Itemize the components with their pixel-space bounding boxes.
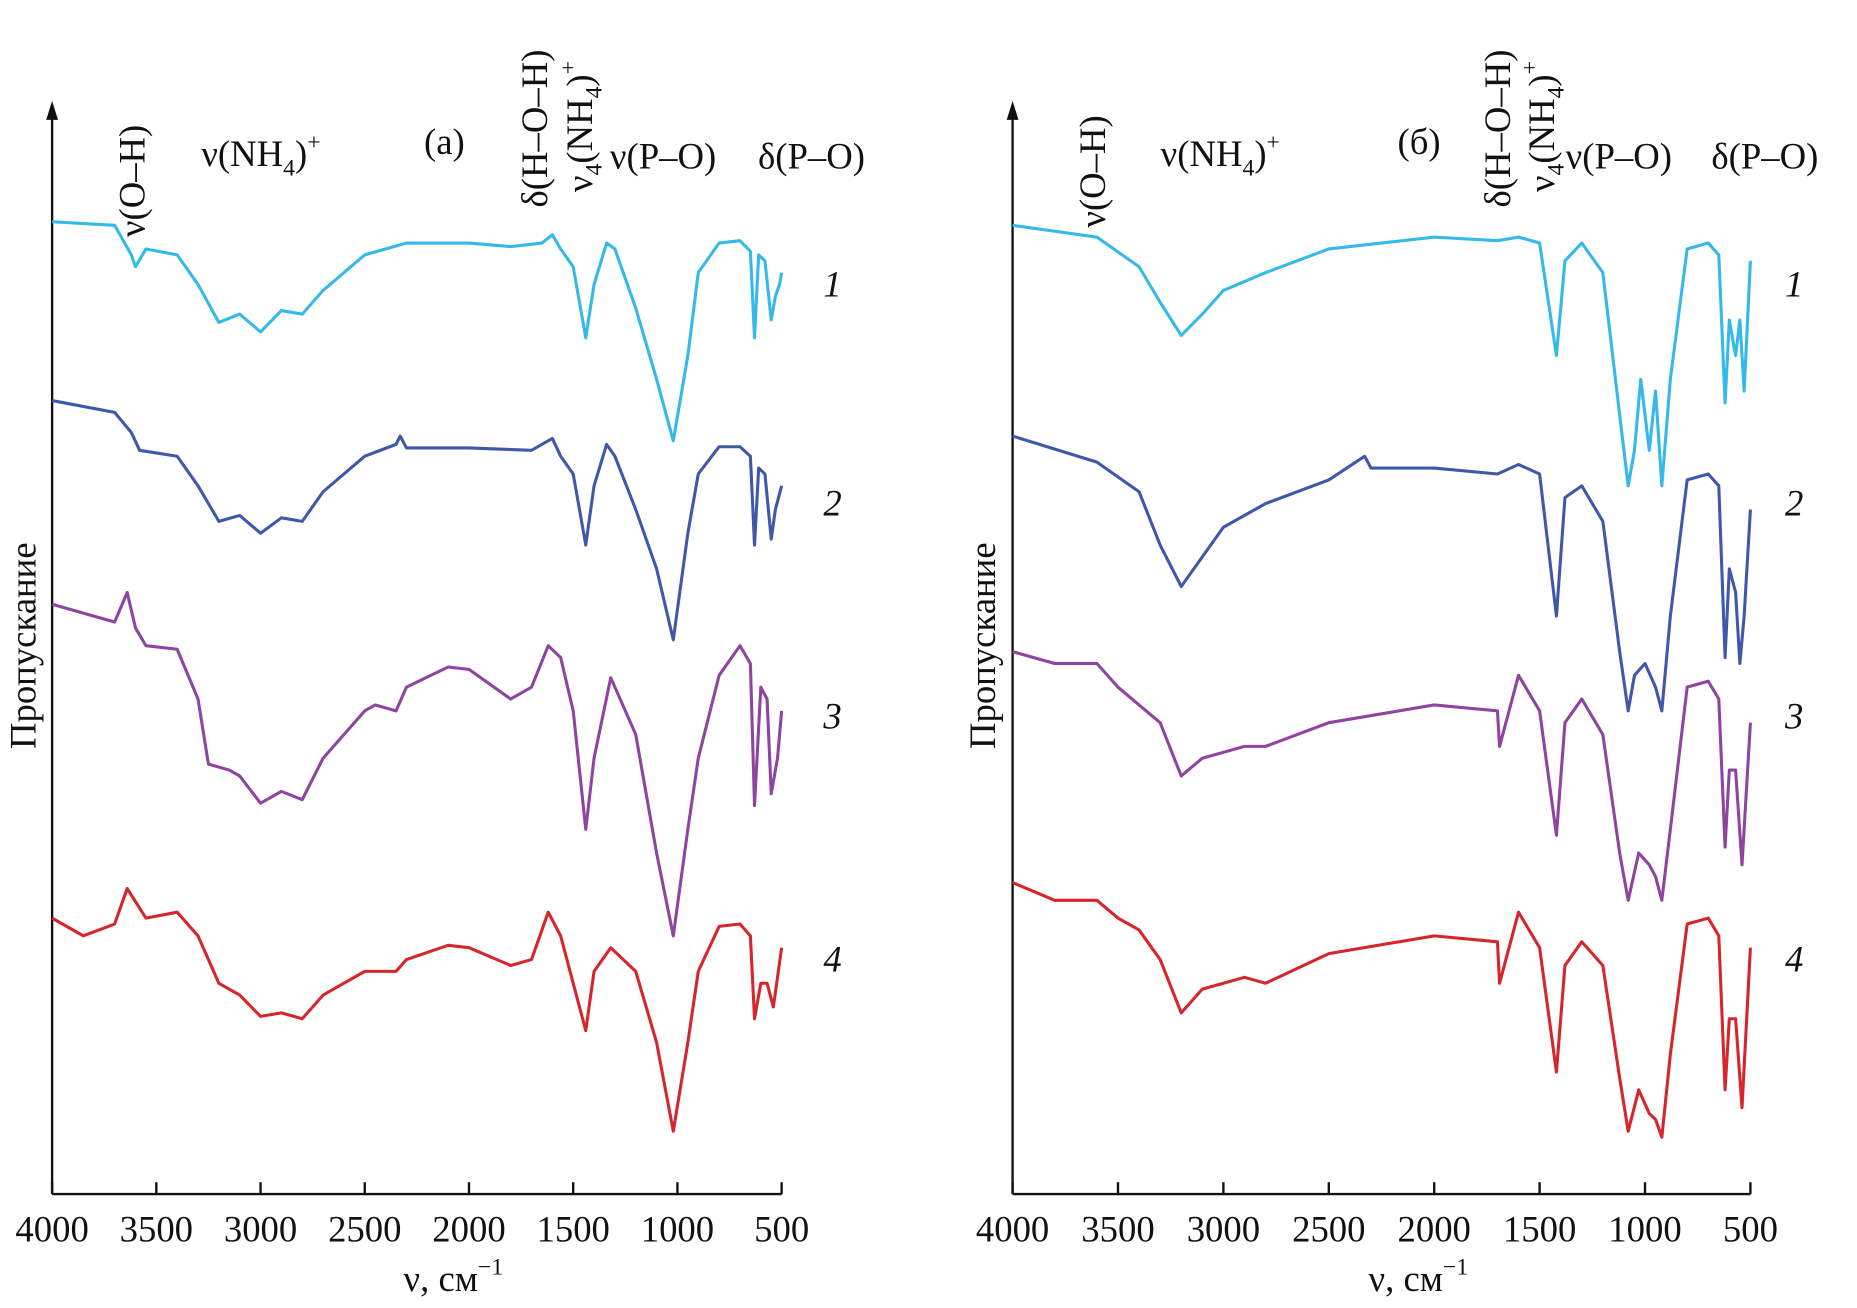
x-tick-label: 2000: [432, 1208, 505, 1249]
x-tick-label: 2000: [1397, 1208, 1470, 1249]
spectrum-curve-2: [51, 399, 784, 642]
x-tick-label: 500: [754, 1208, 809, 1249]
curve-label: 4: [1785, 938, 1803, 979]
x-tick-label: 1500: [1503, 1208, 1576, 1249]
spectrum-curve-1: [1012, 223, 1752, 488]
band-annotation: ν(NH4)+: [1161, 129, 1280, 181]
x-tick-label: 4000: [15, 1208, 88, 1249]
x-tick-label: 500: [1723, 1208, 1778, 1249]
spectrum-curve-3: [1012, 650, 1752, 902]
curve-label: 2: [1785, 482, 1803, 523]
band-annotation: ν(NH4)+: [201, 129, 320, 181]
x-tick-label: 1000: [641, 1208, 714, 1249]
panel-label: (б): [1397, 121, 1440, 162]
band-annotation: δ(H–O–H): [1477, 50, 1518, 208]
band-annotation: δ(H–O–H): [514, 50, 555, 208]
curve-label: 2: [823, 482, 841, 523]
x-tick-label: 1500: [537, 1208, 610, 1249]
chart-panel-2: 4000 3500 3000 2500 2000 1500 1000 500 ν, см−1 Пр…: [962, 50, 1819, 1300]
y-axis-label: Пропускание: [962, 542, 1003, 749]
y-axis-arrow: [46, 100, 59, 120]
panel-label: (а): [424, 121, 465, 162]
curve-label: 3: [822, 696, 841, 737]
x-tick-label: 3500: [1081, 1208, 1154, 1249]
spectrum-curve-3: [51, 590, 784, 938]
curve-label: 3: [1784, 696, 1803, 737]
band-annotation: ν4(NH4)+: [556, 61, 608, 192]
x-axis-label: ν, см−1: [404, 1255, 504, 1300]
y-axis-label: Пропускание: [3, 542, 44, 749]
x-tick-label: 1000: [1608, 1208, 1681, 1249]
band-annotation: ν(P–O): [1566, 135, 1672, 176]
x-tick-label: 2500: [328, 1208, 401, 1249]
band-annotation: δ(P–O): [758, 135, 865, 176]
band-annotation: ν(P–O): [610, 135, 716, 176]
x-tick-label: 3000: [1187, 1208, 1260, 1249]
x-tick-label: 3000: [224, 1208, 297, 1249]
x-tick-label: 2500: [1292, 1208, 1365, 1249]
band-annotation: δ(P–O): [1711, 135, 1818, 176]
y-axis-arrow: [1006, 100, 1019, 120]
spectrum-curve-4: [1011, 881, 1752, 1139]
band-annotation: ν(O–H): [1072, 115, 1113, 227]
x-tick-label: 3500: [120, 1208, 193, 1249]
x-tick-label: 4000: [976, 1208, 1049, 1249]
band-annotation: ν(O–H): [111, 125, 152, 237]
band-annotation: ν4(NH4)+: [1517, 61, 1569, 192]
spectrum-curve-1: [52, 220, 784, 443]
chart-panel-1: 4000 3500 3000 2500 2000 1500 1000 500 ν, см−1 Пр…: [3, 50, 865, 1300]
curve-label: 1: [823, 263, 841, 304]
curve-label: 1: [1785, 263, 1803, 304]
curve-label: 4: [823, 938, 841, 979]
x-axis-label: ν, см−1: [1369, 1255, 1469, 1300]
spectrum-curve-2: [1012, 434, 1752, 713]
